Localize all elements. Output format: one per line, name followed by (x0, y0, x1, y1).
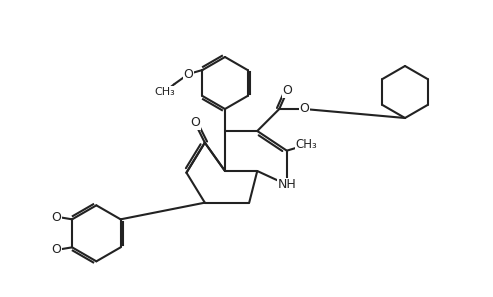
Text: O: O (183, 67, 193, 80)
Text: O: O (282, 85, 292, 97)
Text: CH₃: CH₃ (295, 138, 317, 151)
Text: O: O (51, 211, 61, 224)
Text: O: O (299, 102, 309, 116)
Text: O: O (190, 116, 200, 129)
Text: NH: NH (278, 178, 296, 191)
Text: O: O (51, 243, 61, 256)
Text: CH₃: CH₃ (154, 87, 175, 97)
